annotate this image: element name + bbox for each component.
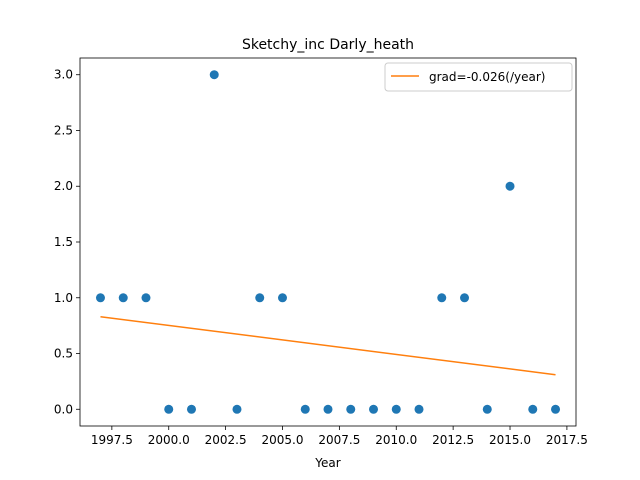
fit-line-layer bbox=[100, 315, 556, 376]
y-tick-label: 0.0 bbox=[54, 402, 73, 416]
data-point bbox=[95, 293, 105, 303]
x-tick-label: 2007.5 bbox=[318, 433, 360, 447]
y-tick-label: 1.0 bbox=[54, 291, 73, 305]
y-tick-label: 3.0 bbox=[54, 68, 73, 82]
y-tick-label: 2.5 bbox=[54, 123, 73, 137]
data-point bbox=[255, 293, 265, 303]
data-point bbox=[209, 70, 219, 80]
data-point bbox=[369, 404, 379, 414]
plot-area bbox=[79, 57, 577, 427]
points-layer bbox=[95, 70, 561, 414]
data-point bbox=[186, 404, 196, 414]
data-point bbox=[505, 181, 515, 191]
x-tick-label: 2000.0 bbox=[148, 433, 190, 447]
x-tick-label: 2010.0 bbox=[375, 433, 417, 447]
data-point bbox=[277, 293, 287, 303]
data-point bbox=[232, 404, 242, 414]
data-point bbox=[300, 404, 310, 414]
data-point bbox=[164, 404, 174, 414]
data-point bbox=[551, 404, 561, 414]
data-point bbox=[414, 404, 424, 414]
x-axis: 1997.5 2000.0 2002.5 2005.0 2007.5 2010.0 2012… bbox=[91, 426, 588, 447]
data-point bbox=[437, 293, 447, 303]
legend-entry-fit: grad=-0.026(/year) bbox=[429, 70, 545, 84]
x-tick-label: 2002.5 bbox=[205, 433, 247, 447]
y-tick-label: 1.5 bbox=[54, 235, 73, 249]
data-point bbox=[391, 404, 401, 414]
data-point bbox=[346, 404, 356, 414]
data-point bbox=[141, 293, 151, 303]
data-point bbox=[460, 293, 470, 303]
x-axis-label: Year bbox=[314, 456, 340, 470]
x-tick-label: 2015.0 bbox=[489, 433, 531, 447]
legend-box bbox=[384, 62, 573, 92]
chart-title: Sketchy_inc Darly_heath bbox=[242, 37, 414, 53]
data-point bbox=[323, 404, 333, 414]
x-tick-label: 1997.5 bbox=[91, 433, 133, 447]
data-point bbox=[482, 404, 492, 414]
data-point bbox=[528, 404, 538, 414]
x-tick-label: 2012.5 bbox=[432, 433, 474, 447]
plot-frame bbox=[79, 57, 577, 427]
y-axis: 0.0 0.5 1.0 1.5 2.0 2.5 3.0 bbox=[54, 68, 80, 416]
x-tick-label: 2017.5 bbox=[546, 433, 588, 447]
legend: grad=-0.026(/year) bbox=[384, 62, 573, 92]
y-tick-label: 0.5 bbox=[54, 347, 73, 361]
x-tick-label: 2005.0 bbox=[261, 433, 303, 447]
data-point bbox=[118, 293, 128, 303]
y-tick-label: 2.0 bbox=[54, 179, 73, 193]
fit-line bbox=[100, 315, 556, 376]
